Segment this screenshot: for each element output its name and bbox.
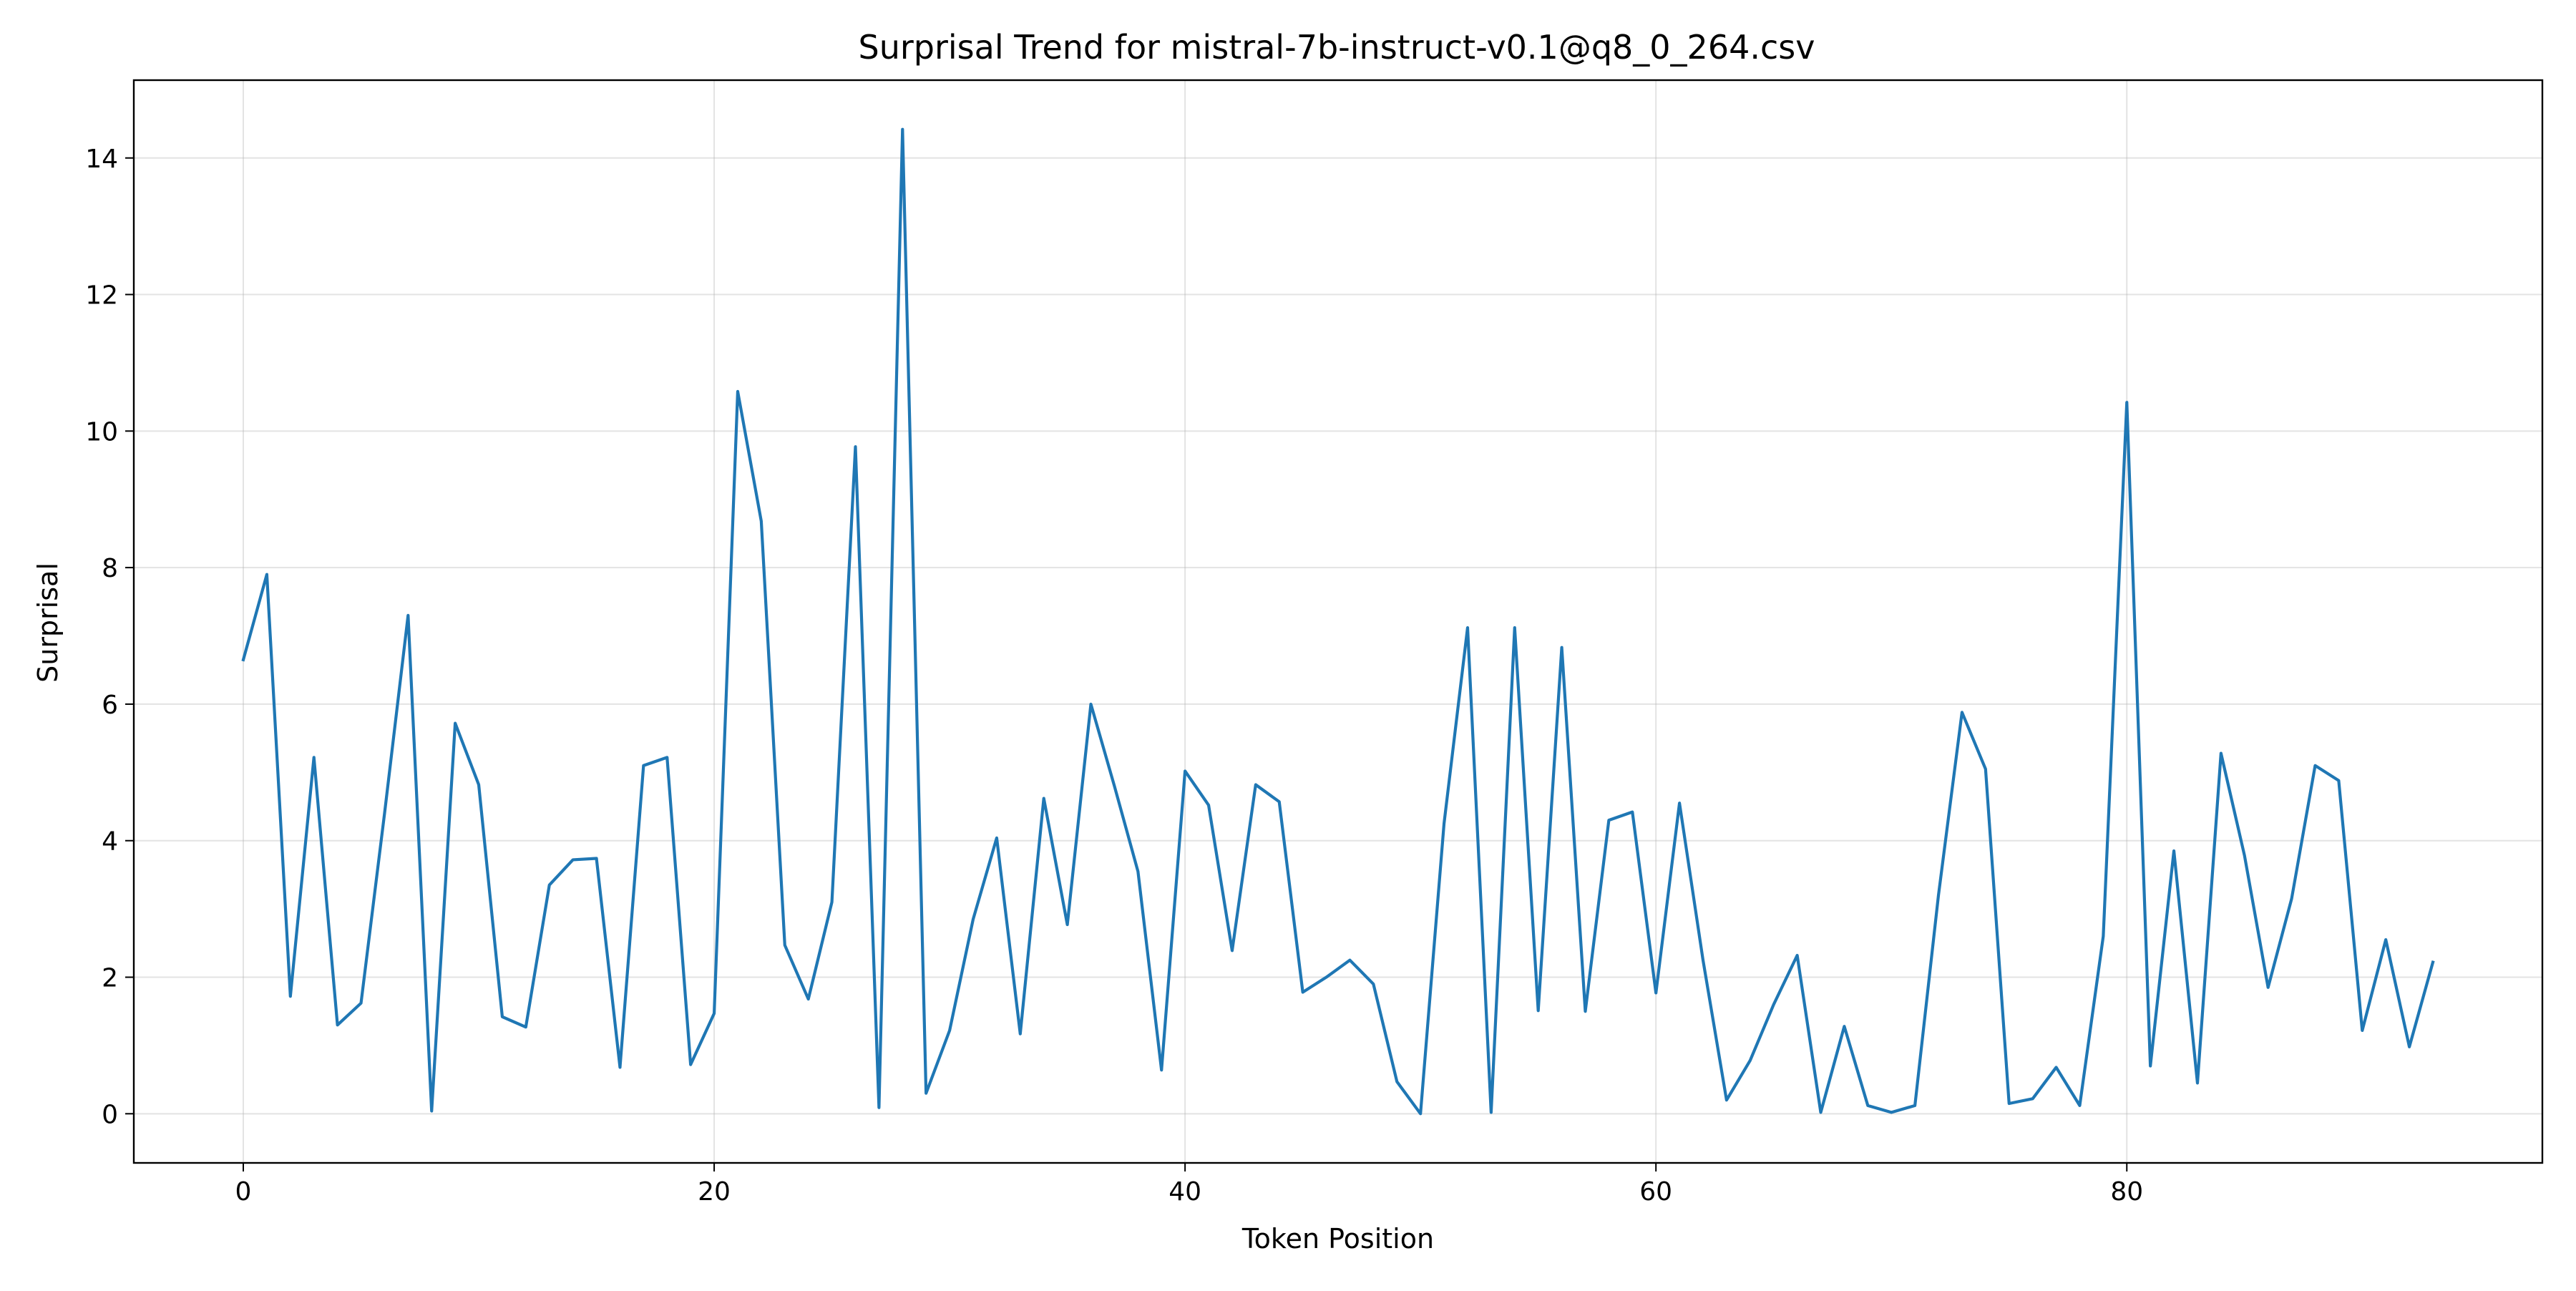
x-tick-label: 0 [235,1177,252,1207]
x-axis: 0 20 40 60 80 [235,1163,2143,1207]
plot-area [241,127,2435,1116]
y-tick-label: 4 [102,827,118,857]
x-tick-label: 80 [2110,1177,2143,1207]
grid [134,80,2542,1163]
y-axis-label: Surprisal [32,562,64,683]
y-tick-label: 2 [102,964,118,993]
y-tick-label: 10 [85,417,118,447]
axes-frame [132,79,2544,1164]
y-tick-label: 14 [85,145,118,174]
y-axis: 0 2 4 6 8 10 12 14 [85,145,134,1129]
x-tick-label: 40 [1169,1177,1201,1207]
x-tick-label: 20 [698,1177,731,1207]
y-tick-label: 8 [102,554,118,583]
y-tick-label: 6 [102,691,118,720]
series-line [241,127,2435,1116]
y-tick-label: 12 [85,281,118,311]
chart-title: Surprisal Trend for mistral-7b-instruct-… [859,28,1815,67]
x-axis-label: Token Position [1241,1223,1434,1255]
x-tick-label: 60 [1639,1177,1672,1207]
y-tick-label: 0 [102,1100,118,1129]
